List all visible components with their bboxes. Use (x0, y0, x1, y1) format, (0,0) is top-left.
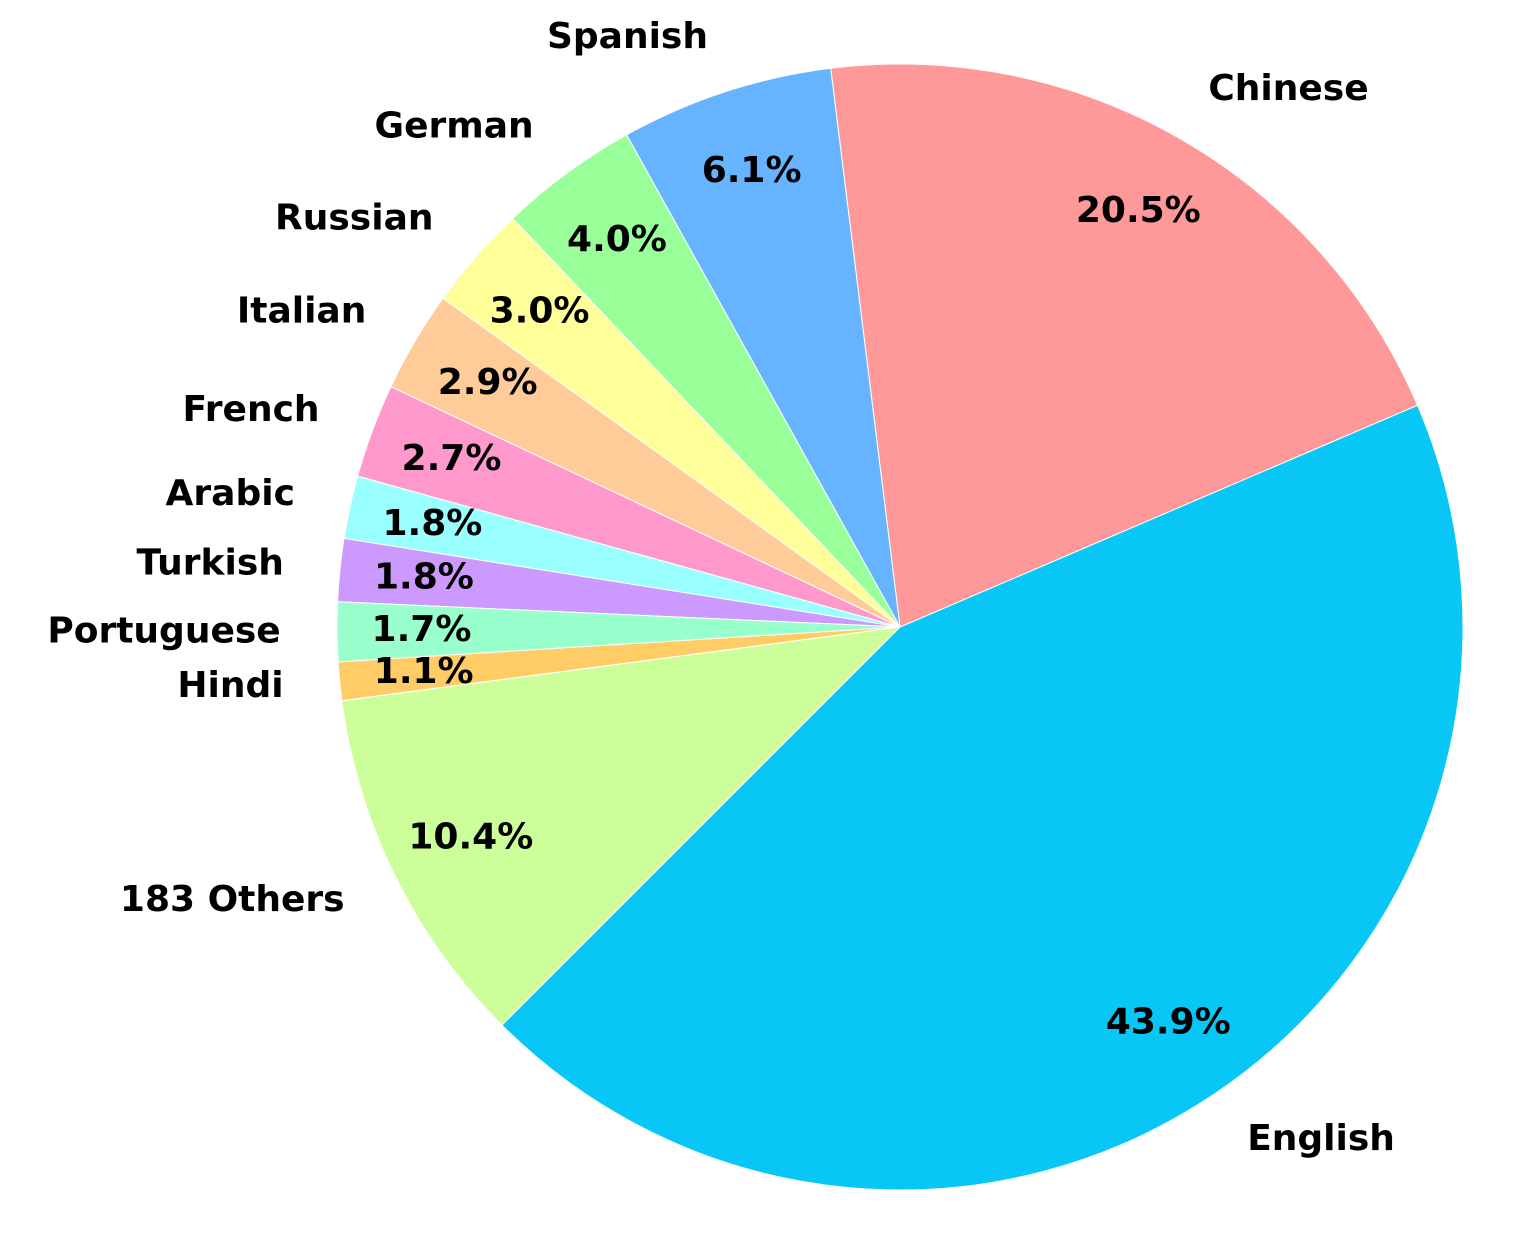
pie-slice-183-others (341, 626, 902, 1026)
slice-percent-italian: 2.9% (438, 362, 538, 403)
slice-label-italian: Italian (237, 291, 367, 332)
pie-labels: English 43.9% Chinese 20.5% Spanish 6.1% Germa… (47, 16, 1395, 1159)
slice-percent-french: 2.7% (402, 438, 502, 479)
slice-label-french: French (182, 389, 319, 430)
slice-percent-spanish: 6.1% (702, 150, 802, 191)
pie-slices (336, 63, 1464, 1191)
slice-percent-chinese: 20.5% (1076, 190, 1201, 231)
slice-label-spanish: Spanish (547, 16, 708, 57)
slice-percent-183-others: 10.4% (408, 817, 533, 858)
slice-percent-arabic: 1.8% (383, 503, 483, 544)
pie-slice-english (501, 404, 1464, 1191)
slice-percent-turkish: 1.8% (374, 557, 474, 598)
slice-label-russian: Russian (275, 198, 433, 239)
slice-percent-german: 4.0% (567, 219, 667, 260)
slice-label-hindi: Hindi (177, 665, 283, 706)
slice-label-turkish: Turkish (137, 542, 284, 583)
pie-slice-spanish (625, 67, 901, 628)
slice-percent-english: 43.9% (1106, 1001, 1231, 1042)
slice-label-chinese: Chinese (1208, 68, 1368, 109)
pie-slice-chinese (830, 63, 1419, 628)
slice-label-183-others: 183 Others (120, 879, 345, 920)
slice-label-english: English (1247, 1118, 1395, 1159)
slice-percent-russian: 3.0% (490, 290, 590, 331)
slice-label-arabic: Arabic (166, 473, 295, 514)
slice-percent-hindi: 1.1% (374, 651, 474, 692)
slice-label-portuguese: Portuguese (47, 610, 280, 651)
slice-label-german: German (375, 106, 534, 147)
slice-percent-portuguese: 1.7% (372, 609, 472, 650)
